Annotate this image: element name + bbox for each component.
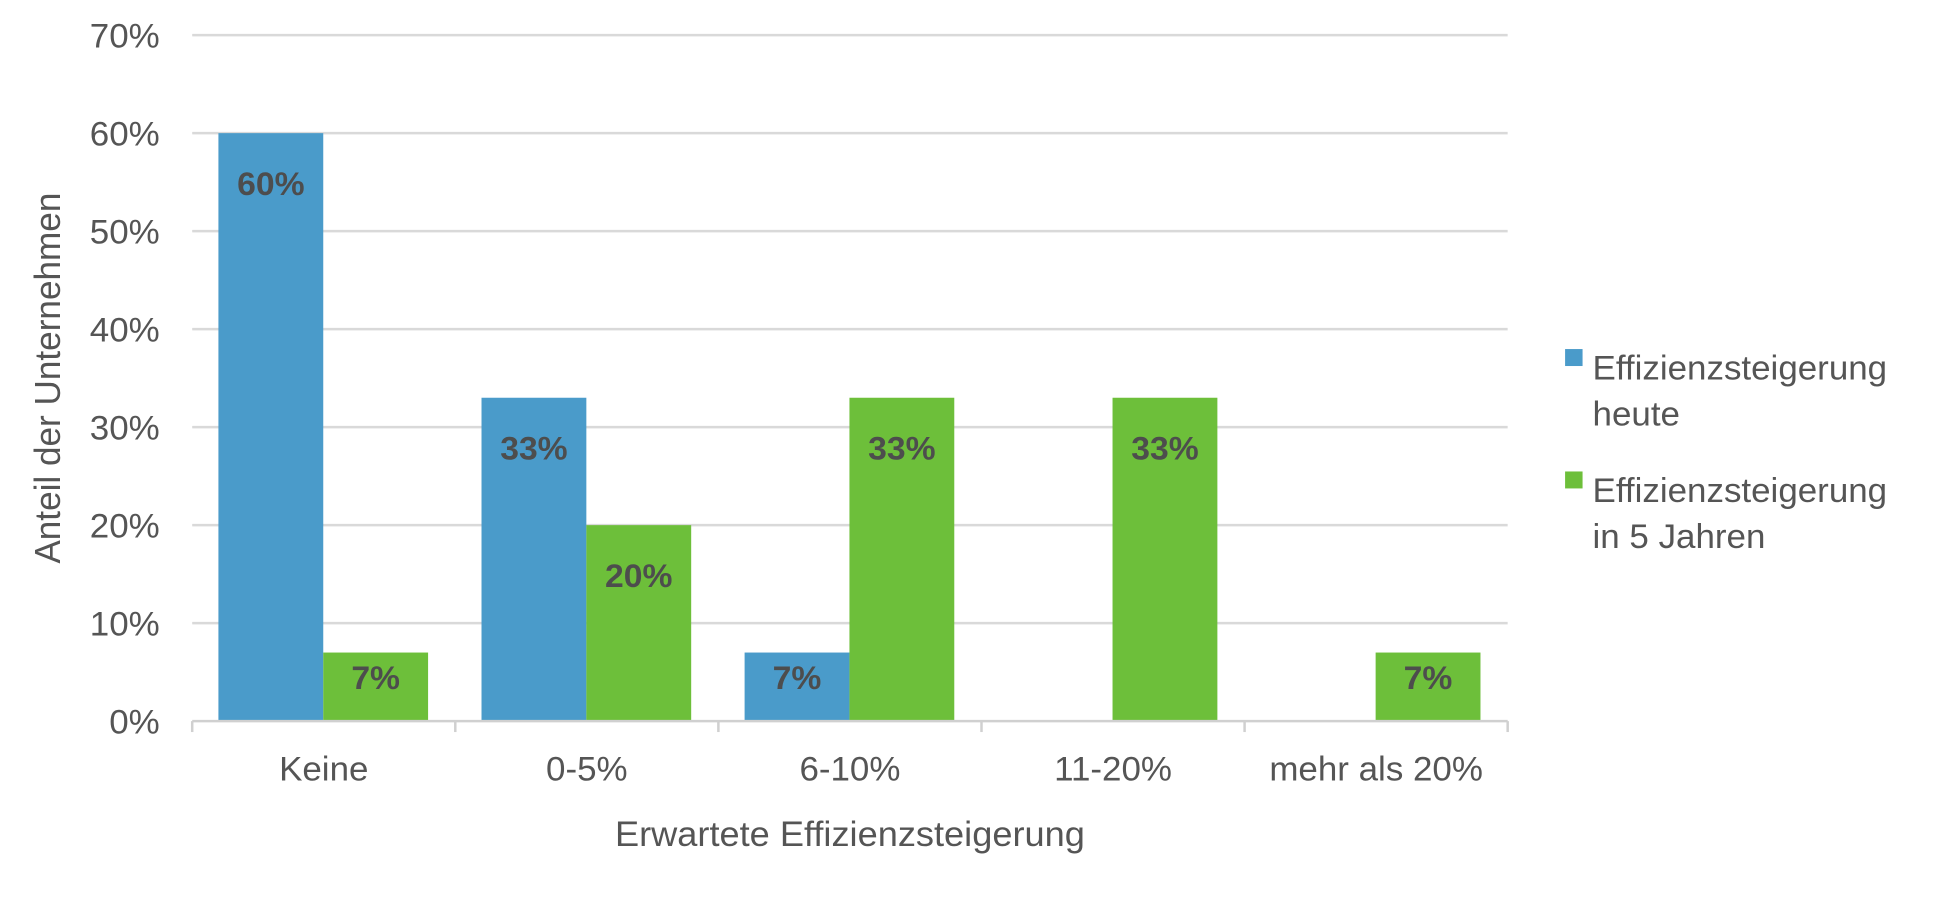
data-label: 60% xyxy=(237,166,304,202)
x-tick-label: 11-20% xyxy=(1054,751,1172,788)
legend: Effizienzsteigerung heute Effizienzsteiger… xyxy=(1565,349,1887,556)
x-tick-label: 0-5% xyxy=(546,751,628,788)
x-tick-label: 6-10% xyxy=(799,751,900,788)
y-tick-label: 10% xyxy=(90,606,160,643)
bars: 60% 7% 33% 20% 7% 33% 33% 7% xyxy=(218,133,1481,722)
axes: 0% 10% 20% 30% 40% 50% 60% 70% Keine 0-5% 6-10% 11-… xyxy=(90,18,1509,788)
data-label: 7% xyxy=(1404,660,1453,696)
x-tick-label: mehr als 20% xyxy=(1269,751,1483,788)
bar xyxy=(744,652,850,722)
y-tick-label: 70% xyxy=(90,18,160,55)
legend-swatch xyxy=(1565,471,1583,489)
y-tick-label: 0% xyxy=(109,704,160,741)
bar xyxy=(323,652,429,722)
bar xyxy=(849,397,955,722)
data-label: 7% xyxy=(773,660,822,696)
legend-label: Effizienzsteigerung xyxy=(1593,472,1888,509)
data-label: 33% xyxy=(1131,431,1198,467)
bar xyxy=(218,133,324,722)
bar xyxy=(1112,397,1218,722)
bar xyxy=(481,397,587,722)
y-axis-title: Anteil der Unternehmen xyxy=(27,193,68,564)
y-tick-label: 40% xyxy=(90,312,160,349)
legend-label: heute xyxy=(1593,396,1680,433)
x-axis-title: Erwartete Effizienzsteigerung xyxy=(615,814,1085,853)
legend-label: Effizienzsteigerung xyxy=(1593,350,1888,387)
legend-swatch xyxy=(1565,349,1583,367)
legend-label: in 5 Jahren xyxy=(1593,518,1766,555)
data-label: 7% xyxy=(351,660,400,696)
y-tick-label: 60% xyxy=(90,116,160,153)
bar xyxy=(586,525,692,722)
data-label: 20% xyxy=(605,558,672,594)
x-tick-label: Keine xyxy=(279,751,368,788)
y-tick-label: 50% xyxy=(90,214,160,251)
bar xyxy=(1375,652,1481,722)
data-label: 33% xyxy=(500,431,567,467)
y-tick-label: 30% xyxy=(90,410,160,447)
data-label: 33% xyxy=(868,431,935,467)
y-tick-label: 20% xyxy=(90,508,160,545)
